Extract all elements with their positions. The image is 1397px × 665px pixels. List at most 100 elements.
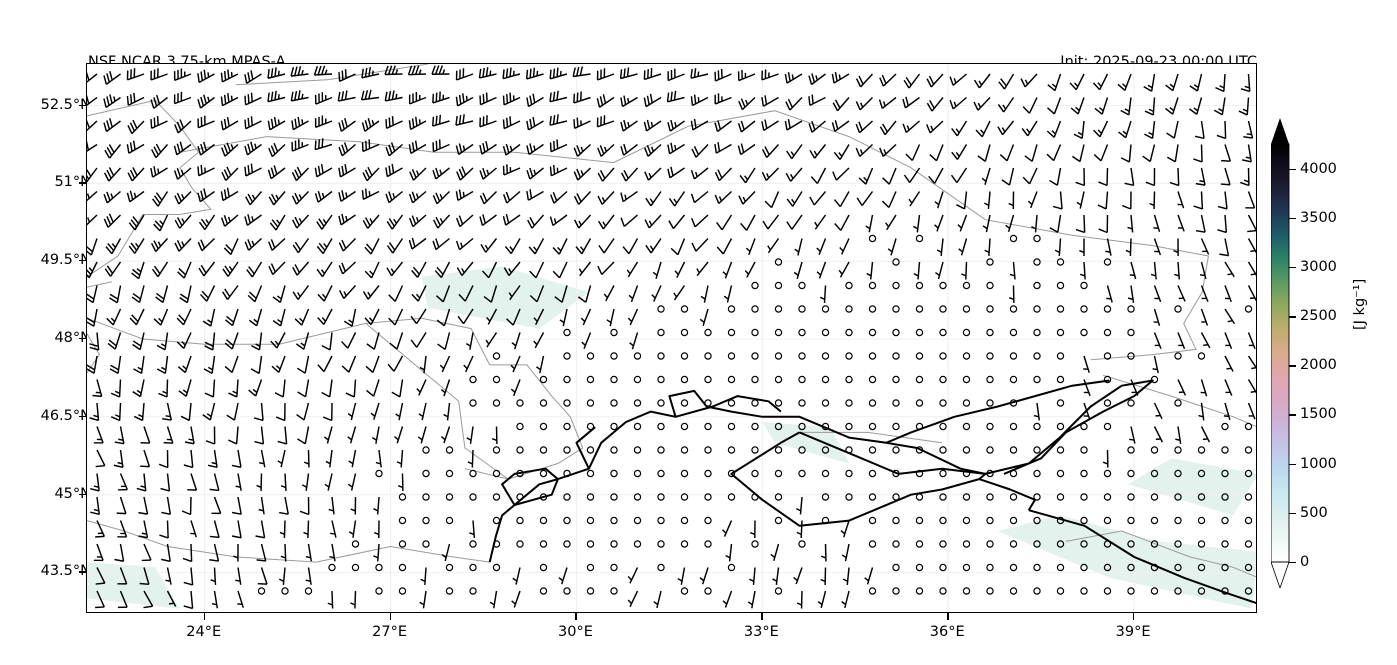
wind-barb [502, 67, 521, 80]
calm-wind-circle [1033, 540, 1041, 548]
wind-barb [223, 238, 239, 255]
barb-half [813, 150, 818, 156]
wind-barb [150, 166, 168, 178]
barb-half [324, 483, 330, 488]
barb-staff [1128, 144, 1132, 162]
barb-full [716, 246, 724, 255]
barb-staff [315, 96, 333, 105]
barb-staff [722, 238, 733, 255]
barb-full [225, 339, 234, 347]
barb-staff [96, 590, 105, 608]
wind-barb [699, 567, 709, 585]
barb-full [314, 94, 317, 105]
barb-full [127, 172, 133, 182]
calm-wind-circle [586, 422, 595, 431]
calm-wind-circle [492, 446, 501, 454]
barb-full [153, 240, 159, 250]
calm-wind-circle [1103, 328, 1112, 337]
wind-barb [174, 190, 192, 205]
barb-full [227, 69, 230, 79]
barb-staff [1153, 238, 1162, 256]
barb-full [207, 464, 218, 469]
barb-full [975, 129, 983, 138]
barb-full [316, 245, 324, 255]
barb-half [137, 366, 143, 371]
calm-wind-circle [962, 422, 971, 431]
barb-full [153, 318, 162, 326]
barb-full [131, 314, 139, 323]
barb-full [737, 71, 740, 81]
barb-full [737, 145, 742, 155]
barb-staff [988, 238, 991, 257]
calm-wind-circle [1056, 563, 1065, 572]
barb-staff [327, 473, 333, 491]
barb-half [1226, 367, 1232, 370]
barb-half [462, 145, 466, 151]
barb-full [173, 145, 178, 155]
barb-staff [96, 402, 100, 421]
wind-barb [277, 449, 286, 468]
barb-full [200, 96, 205, 107]
wind-barb [696, 261, 709, 277]
barb-staff [579, 261, 592, 277]
calm-wind-circle [986, 493, 994, 501]
calm-wind-circle [1080, 563, 1088, 572]
barb-half [1106, 297, 1112, 300]
wind-barb [690, 167, 709, 180]
barb-half [299, 317, 304, 323]
wind-barb [161, 496, 172, 515]
barb-half [509, 145, 513, 151]
barb-half [723, 295, 729, 300]
wind-barb [457, 308, 474, 325]
wind-barb [432, 237, 450, 251]
barb-full [717, 142, 721, 152]
barb-full [717, 70, 720, 80]
barb-full [597, 195, 603, 205]
barb-staff [88, 261, 98, 279]
barb-staff [236, 379, 239, 398]
barb-full [482, 142, 486, 153]
barb-half [628, 294, 634, 300]
barb-full [106, 169, 112, 179]
barb-full [224, 288, 231, 298]
barb-staff [528, 120, 544, 131]
barb-staff [1247, 73, 1251, 92]
barb-full [529, 118, 533, 129]
barb-full [364, 120, 369, 130]
barb-full [155, 94, 161, 105]
barb-full [269, 222, 277, 231]
barb-half [348, 531, 354, 535]
barb-staff [816, 167, 827, 184]
wind-barb [340, 332, 357, 349]
calm-wind-circle [1009, 469, 1018, 478]
barb-half [394, 436, 399, 441]
calm-wind-circle [1103, 540, 1112, 548]
wind-barb [371, 426, 380, 444]
barb-staff [329, 332, 333, 350]
colorbar[interactable]: 0 500 1000 1500 2000 2500 3000 3500 4000 [1271, 118, 1337, 588]
barb-half [1129, 274, 1135, 277]
barb-full [200, 71, 204, 81]
barb-staff [911, 144, 921, 161]
barb-full [956, 204, 965, 210]
y-tick-mark [79, 260, 86, 262]
wind-barb [455, 143, 474, 156]
barb-full [435, 167, 440, 177]
calm-wind-circle [821, 516, 830, 525]
barb-staff [1247, 355, 1256, 371]
barb-full [295, 343, 305, 350]
barb-full [256, 559, 266, 562]
barb-full [132, 343, 141, 351]
wind-barb [486, 308, 498, 325]
wind-barb [1224, 332, 1233, 350]
barb-half [207, 96, 210, 102]
barb-staff [432, 96, 450, 104]
map-plot-area[interactable] [86, 63, 1257, 613]
barb-staff [751, 590, 756, 609]
barb-staff [718, 167, 733, 182]
wind-barb [1224, 261, 1235, 278]
barb-full [532, 93, 536, 103]
barb-half [533, 246, 538, 252]
barb-staff [646, 120, 662, 132]
barb-staff [186, 285, 192, 303]
